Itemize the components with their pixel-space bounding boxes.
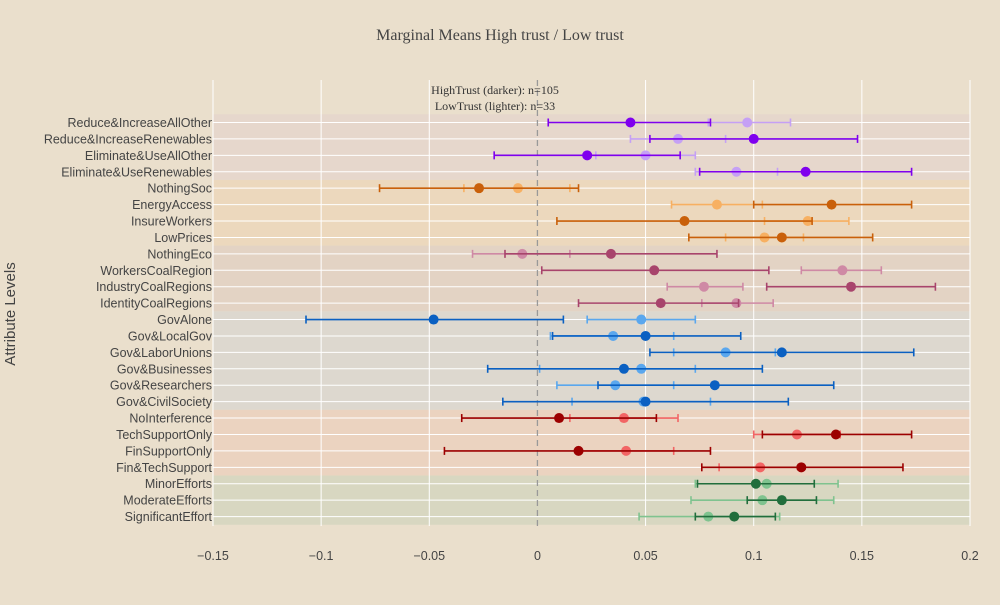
high-trust-point-2 — [582, 150, 593, 161]
group-band-3 — [213, 311, 970, 410]
y-tick-label-3: Eliminate&UseRenewables — [61, 165, 212, 179]
y-tick-label-6: InsureWorkers — [131, 215, 212, 229]
low-trust-point-5 — [711, 199, 722, 210]
y-tick-label-15: Gov&Businesses — [117, 362, 212, 376]
y-tick-label-18: NoInterference — [129, 412, 212, 426]
high-trust-point-7 — [776, 232, 787, 243]
y-tick-label-1: Reduce&IncreaseRenewables — [44, 132, 212, 146]
low-trust-point-9 — [837, 265, 848, 276]
high-trust-point-24 — [729, 511, 740, 522]
high-trust-point-14 — [776, 347, 787, 358]
group-band-4 — [213, 409, 970, 476]
group-band-2 — [213, 245, 970, 312]
group-band-1 — [213, 179, 970, 246]
y-tick-label-13: Gov&LocalGov — [128, 329, 213, 343]
y-tick-label-14: Gov&LaborUnions — [110, 346, 212, 360]
y-tick-label-24: SignificantEffort — [125, 510, 213, 524]
low-trust-point-12 — [636, 314, 647, 325]
high-trust-point-13 — [640, 330, 651, 341]
y-tick-label-22: MinorEfforts — [145, 477, 212, 491]
high-trust-point-15 — [618, 363, 629, 374]
group-band-0 — [213, 114, 970, 180]
high-trust-point-8 — [605, 248, 616, 259]
y-tick-label-21: Fin&TechSupport — [116, 461, 212, 475]
y-tick-label-9: WorkersCoalRegion — [100, 264, 212, 278]
high-trust-point-16 — [709, 380, 720, 391]
high-trust-point-20 — [573, 445, 584, 456]
y-tick-labels: Reduce&IncreaseAllOther Reduce&IncreaseRe… — [44, 116, 213, 524]
high-trust-point-9 — [649, 265, 660, 276]
y-tick-label-0: Reduce&IncreaseAllOther — [67, 116, 212, 130]
chart-title: Marginal Means High trust / Low trust — [376, 27, 624, 44]
high-trust-point-1 — [748, 133, 759, 144]
x-tick-label-4: 0.05 — [633, 549, 657, 563]
high-trust-point-5 — [826, 199, 837, 210]
y-tick-label-19: TechSupportOnly — [116, 428, 213, 442]
error-bar-marks — [305, 117, 937, 522]
y-tick-label-5: EnergyAccess — [132, 198, 212, 212]
y-tick-label-4: NothingSoc — [147, 182, 212, 196]
high-trust-point-12 — [428, 314, 439, 325]
y-axis-title: Attribute Levels — [2, 262, 19, 365]
x-tick-label-2: −0.05 — [413, 549, 445, 563]
annotation-low-trust: LowTrust (lighter): n=33 — [435, 99, 555, 113]
high-trust-point-3 — [800, 166, 811, 177]
y-tick-label-11: IdentityCoalRegions — [100, 297, 212, 311]
low-trust-point-10 — [698, 281, 709, 292]
high-trust-point-22 — [750, 478, 761, 489]
high-trust-point-10 — [846, 281, 857, 292]
x-tick-label-3: 0 — [534, 549, 541, 563]
high-trust-point-4 — [474, 183, 485, 194]
high-trust-point-6 — [679, 216, 690, 227]
x-tick-label-1: −0.1 — [309, 549, 334, 563]
high-trust-point-19 — [830, 429, 841, 440]
high-trust-point-23 — [776, 495, 787, 506]
x-tick-labels: −0.15 −0.1 −0.05 0 0.05 0.1 0.15 0.2 — [197, 549, 979, 563]
y-tick-label-23: ModerateEfforts — [123, 494, 212, 508]
y-tick-label-2: Eliminate&UseAllOther — [85, 149, 212, 163]
high-trust-point-17 — [640, 396, 651, 407]
y-tick-label-20: FinSupportOnly — [125, 444, 213, 458]
x-tick-label-7: 0.2 — [961, 549, 978, 563]
y-tick-label-10: IndustryCoalRegions — [96, 280, 212, 294]
high-trust-point-0 — [625, 117, 636, 128]
high-trust-point-11 — [655, 298, 666, 309]
y-tick-label-17: Gov&CivilSociety — [116, 395, 213, 409]
y-tick-label-7: LowPrices — [154, 231, 212, 245]
high-trust-point-21 — [796, 462, 807, 473]
high-trust-point-18 — [554, 413, 565, 424]
y-tick-label-8: NothingEco — [147, 247, 212, 261]
x-tick-label-6: 0.15 — [850, 549, 874, 563]
group-bands — [213, 114, 970, 525]
low-trust-point-0 — [742, 117, 753, 128]
y-tick-label-16: Gov&Researchers — [110, 379, 212, 393]
y-tick-label-12: GovAlone — [157, 313, 212, 327]
x-tick-label-0: −0.15 — [197, 549, 229, 563]
annotation-high-trust: HighTrust (darker): n=105 — [431, 83, 559, 97]
x-tick-label-5: 0.1 — [745, 549, 762, 563]
